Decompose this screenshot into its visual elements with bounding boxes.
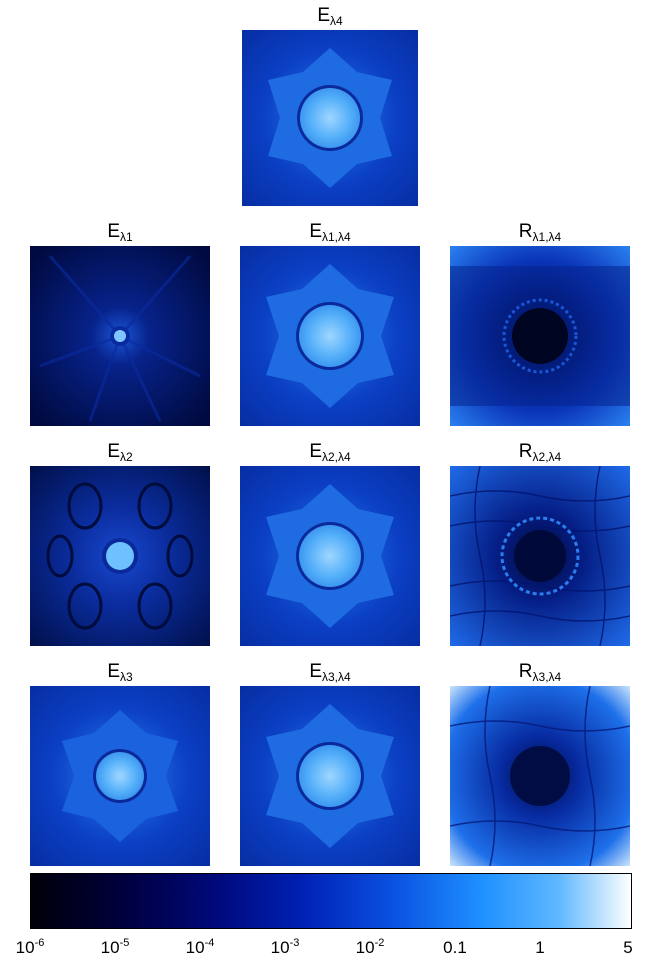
label-r-lambda2-lambda4: Rλ2,λ4: [518, 441, 562, 465]
label-e-lambda2: Eλ2: [107, 441, 133, 465]
panel-r-lambda2-lambda4: [450, 466, 630, 646]
panel-e-lambda3-lambda4: [240, 686, 420, 866]
panel-e-lambda4: [242, 30, 418, 206]
label-e-lambda4: Eλ4: [317, 5, 343, 29]
label-e-lambda1-lambda4: Eλ1,λ4: [309, 221, 351, 245]
colorbar: [30, 873, 632, 929]
colorbar-tick: 5: [623, 938, 633, 957]
colorbar-tick: 10-6: [15, 937, 45, 957]
colorbar-tick: 0.1: [443, 938, 467, 957]
colorbar-tick: 10-3: [270, 937, 300, 957]
label-e-lambda3: Eλ3: [107, 661, 133, 685]
label-e-lambda1: Eλ1: [107, 221, 133, 245]
panel-e-lambda1: [30, 246, 210, 426]
colorbar-tick: 10-5: [100, 937, 130, 957]
panel-e-lambda2-lambda4: [240, 466, 420, 646]
label-r-lambda3-lambda4: Rλ3,λ4: [518, 661, 562, 685]
panel-e-lambda1-lambda4: [240, 246, 420, 426]
colorbar-tick: 1: [535, 938, 545, 957]
colorbar-tick: 10-2: [355, 937, 385, 957]
panel-r-lambda3-lambda4: [450, 686, 630, 866]
colorbar-tick: 10-4: [185, 937, 215, 957]
panel-r-lambda1-lambda4: [450, 246, 630, 426]
panel-e-lambda3: [30, 686, 210, 866]
panel-e-lambda2: [30, 466, 210, 646]
label-r-lambda1-lambda4: Rλ1,λ4: [518, 221, 562, 245]
label-e-lambda2-lambda4: Eλ2,λ4: [309, 441, 351, 465]
label-e-lambda3-lambda4: Eλ3,λ4: [309, 661, 351, 685]
